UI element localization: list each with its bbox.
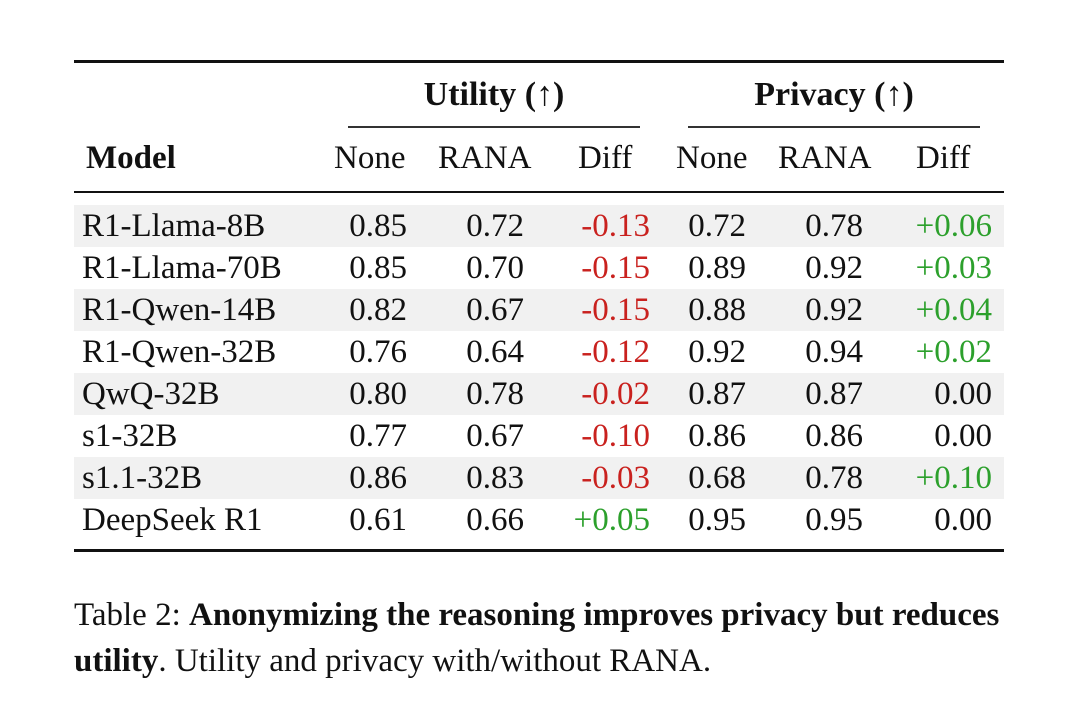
- cell-u-rana: 0.67: [466, 292, 524, 328]
- privacy-cmidrule: [688, 126, 980, 128]
- cell-p-none: 0.87: [688, 376, 746, 412]
- table-row: s1.1-32B 0.86 0.83 -0.03 0.68 0.78 +0.10: [74, 457, 1004, 499]
- cell-p-none: 0.88: [688, 292, 746, 328]
- cell-u-diff: -0.13: [581, 208, 650, 244]
- table-caption: Table 2: Anonymizing the reasoning impro…: [74, 592, 1004, 684]
- table-row: R1-Llama-8B 0.85 0.72 -0.13 0.72 0.78 +0.06: [74, 205, 1004, 247]
- cell-u-diff: -0.12: [581, 334, 650, 370]
- cell-p-rana: 0.78: [805, 460, 863, 496]
- utility-group-header: Utility (↑): [423, 76, 565, 113]
- cell-u-rana: 0.72: [466, 208, 524, 244]
- cell-p-none: 0.68: [688, 460, 746, 496]
- cell-u-none: 0.85: [349, 250, 407, 286]
- cell-p-none: 0.86: [688, 418, 746, 454]
- cell-u-rana: 0.67: [466, 418, 524, 454]
- column-header-privacy-rana: RANA: [778, 140, 872, 176]
- table-row: R1-Qwen-32B 0.76 0.64 -0.12 0.92 0.94 +0.02: [74, 331, 1004, 373]
- column-header-utility-rana: RANA: [438, 140, 532, 176]
- cell-p-diff: 0.00: [934, 376, 992, 412]
- caption-text: Utility and privacy with/without: [174, 643, 610, 679]
- caption-method-name: RANA: [609, 643, 703, 679]
- cell-model: s1-32B: [82, 418, 178, 454]
- cell-u-diff: -0.10: [581, 418, 650, 454]
- cell-model: R1-Qwen-14B: [82, 292, 277, 328]
- caption-bold-text: Anonymizing the reasoning improves priva…: [74, 597, 1000, 679]
- cell-p-diff: +0.02: [915, 334, 992, 370]
- cell-p-none: 0.89: [688, 250, 746, 286]
- utility-cmidrule: [348, 126, 640, 128]
- column-header-model: Model: [86, 140, 176, 176]
- column-header-privacy-none: None: [676, 140, 748, 176]
- cell-p-rana: 0.87: [805, 376, 863, 412]
- caption-period: .: [158, 643, 175, 679]
- cell-p-none: 0.95: [688, 502, 746, 538]
- cell-u-rana: 0.83: [466, 460, 524, 496]
- cell-p-rana: 0.92: [805, 292, 863, 328]
- cell-u-diff: -0.03: [581, 460, 650, 496]
- cell-p-diff: 0.00: [934, 418, 992, 454]
- cell-u-diff: +0.05: [573, 502, 650, 538]
- cell-model: R1-Llama-8B: [82, 208, 266, 244]
- cell-p-none: 0.92: [688, 334, 746, 370]
- table-top-rule: [74, 60, 1004, 63]
- cell-p-diff: +0.04: [915, 292, 992, 328]
- cell-u-none: 0.80: [349, 376, 407, 412]
- table-row: s1-32B 0.77 0.67 -0.10 0.86 0.86 0.00: [74, 415, 1004, 457]
- cell-u-diff: -0.02: [581, 376, 650, 412]
- cell-model: s1.1-32B: [82, 460, 203, 496]
- cell-model: DeepSeek R1: [82, 502, 263, 538]
- table-row: R1-Llama-70B 0.85 0.70 -0.15 0.89 0.92 +0.03: [74, 247, 1004, 289]
- caption-end: .: [702, 643, 712, 679]
- table-header-rule: [74, 191, 1004, 193]
- table-row: R1-Qwen-14B 0.82 0.67 -0.15 0.88 0.92 +0.04: [74, 289, 1004, 331]
- cell-u-none: 0.76: [349, 334, 407, 370]
- cell-u-none: 0.61: [349, 502, 407, 538]
- cell-p-rana: 0.86: [805, 418, 863, 454]
- cell-p-rana: 0.92: [805, 250, 863, 286]
- cell-u-rana: 0.66: [466, 502, 524, 538]
- cell-p-diff: +0.10: [915, 460, 992, 496]
- cell-u-none: 0.86: [349, 460, 407, 496]
- cell-u-rana: 0.64: [466, 334, 524, 370]
- cell-p-rana: 0.95: [805, 502, 863, 538]
- cell-p-diff: +0.06: [915, 208, 992, 244]
- cell-u-none: 0.82: [349, 292, 407, 328]
- cell-u-rana: 0.78: [466, 376, 524, 412]
- column-header-utility-diff: Diff: [578, 140, 633, 176]
- privacy-group-header: Privacy (↑): [754, 76, 914, 113]
- cell-u-rana: 0.70: [466, 250, 524, 286]
- cell-p-rana: 0.94: [805, 334, 863, 370]
- cell-u-none: 0.85: [349, 208, 407, 244]
- cell-p-none: 0.72: [688, 208, 746, 244]
- cell-u-none: 0.77: [349, 418, 407, 454]
- cell-p-diff: +0.03: [915, 250, 992, 286]
- table-row: DeepSeek R1 0.61 0.66 +0.05 0.95 0.95 0.00: [74, 499, 1004, 541]
- table-bottom-rule: [74, 549, 1004, 552]
- column-header-privacy-diff: Diff: [916, 140, 971, 176]
- cell-model: QwQ-32B: [82, 376, 220, 412]
- table-body: R1-Llama-8B 0.85 0.72 -0.13 0.72 0.78 +0.06 R1-…: [74, 205, 1004, 541]
- cell-p-rana: 0.78: [805, 208, 863, 244]
- cell-u-diff: -0.15: [581, 292, 650, 328]
- cell-model: R1-Qwen-32B: [82, 334, 277, 370]
- cell-p-diff: 0.00: [934, 502, 992, 538]
- table-row: QwQ-32B 0.80 0.78 -0.02 0.87 0.87 0.00: [74, 373, 1004, 415]
- cell-model: R1-Llama-70B: [82, 250, 282, 286]
- column-header-utility-none: None: [334, 140, 406, 176]
- caption-label: Table 2:: [74, 597, 189, 633]
- cell-u-diff: -0.15: [581, 250, 650, 286]
